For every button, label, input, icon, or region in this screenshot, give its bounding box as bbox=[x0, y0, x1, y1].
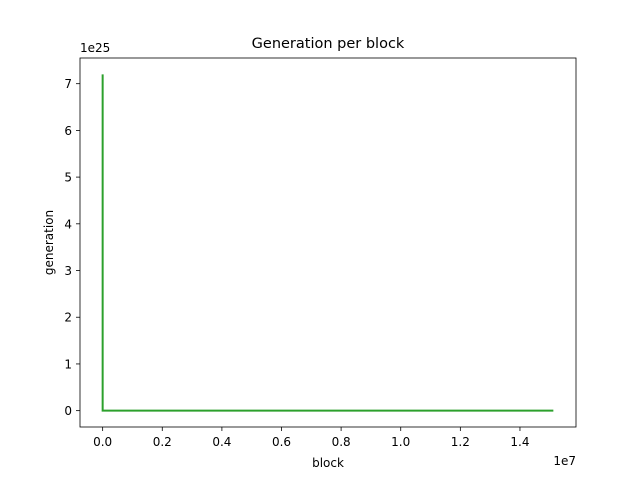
x-tick-label: 0.6 bbox=[272, 435, 291, 449]
x-tick-label: 0.0 bbox=[93, 435, 112, 449]
chart-title: Generation per block bbox=[252, 36, 405, 52]
y-tick-label: 7 bbox=[64, 77, 72, 91]
x-axis-offset-label: 1e7 bbox=[553, 454, 576, 468]
y-tick-label: 3 bbox=[64, 264, 72, 278]
series-layer bbox=[101, 74, 554, 412]
x-tick-label: 0.2 bbox=[153, 435, 172, 449]
y-tick-label: 2 bbox=[64, 311, 72, 325]
x-axis-ticks: 0.0 0.2 0.4 0.6 0.8 1.0 1.2 1.4 bbox=[93, 427, 530, 449]
y-axis-label: generation bbox=[42, 210, 56, 275]
x-tick-label: 0.4 bbox=[212, 435, 231, 449]
y-tick-label: 1 bbox=[64, 357, 72, 371]
y-tick-label: 4 bbox=[64, 217, 72, 231]
plot-frame bbox=[79, 57, 577, 428]
y-axis-ticks: 0 1 2 3 4 5 6 7 bbox=[64, 77, 80, 418]
x-tick-label: 1.0 bbox=[391, 435, 410, 449]
series-line-1 bbox=[101, 74, 554, 412]
x-tick-label: 1.2 bbox=[451, 435, 470, 449]
x-tick-label: 1.4 bbox=[510, 435, 529, 449]
y-tick-label: 0 bbox=[64, 404, 72, 418]
x-axis-label: block bbox=[312, 456, 344, 470]
y-axis-offset-label: 1e25 bbox=[80, 41, 110, 55]
y-tick-label: 6 bbox=[64, 124, 72, 138]
plot-area bbox=[80, 58, 576, 427]
x-tick-label: 0.8 bbox=[332, 435, 351, 449]
y-tick-label: 5 bbox=[64, 171, 72, 185]
